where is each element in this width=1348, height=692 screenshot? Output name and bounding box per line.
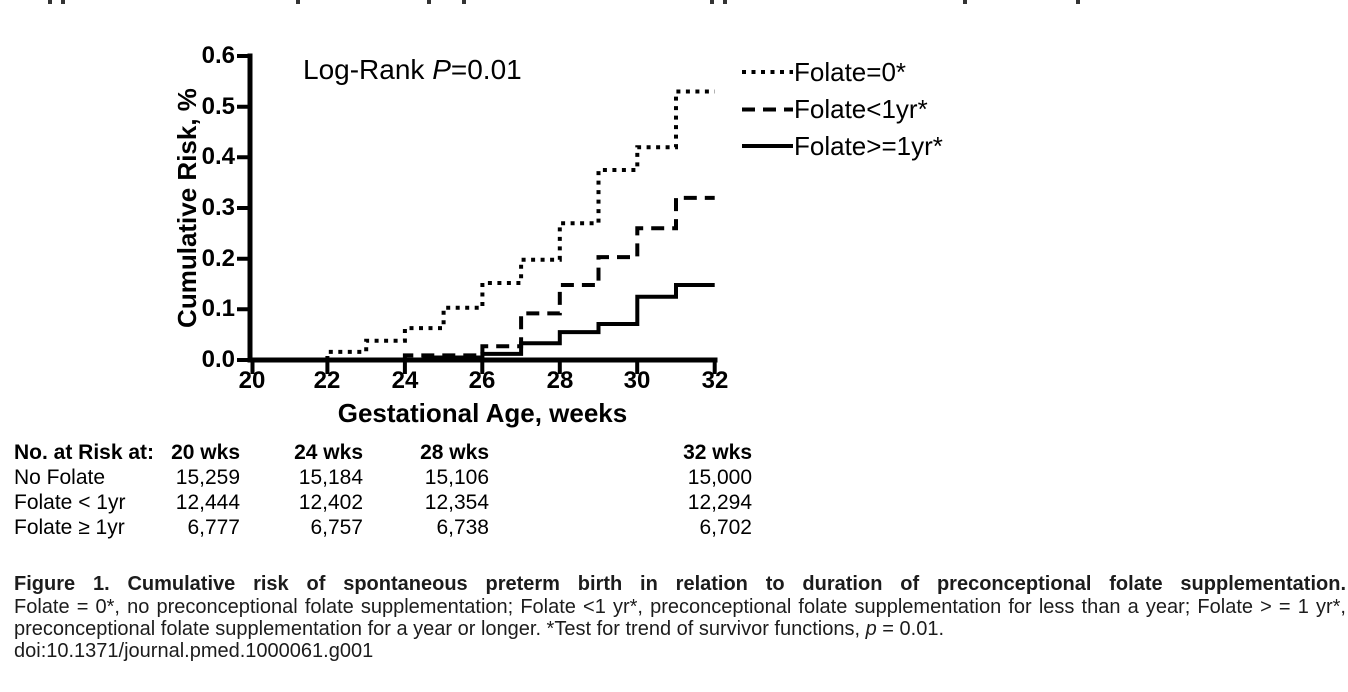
y-tick-label: 0.4: [201, 143, 235, 170]
cropped-text-artifact: [462, 0, 466, 4]
cropped-text-artifact: [963, 0, 967, 4]
row-label: No Folate: [14, 466, 106, 489]
y-tick-label: 0.0: [201, 346, 235, 373]
series-folate-0: [325, 89, 715, 360]
risk-value: 12,402: [298, 491, 363, 514]
caption-p-symbol: p: [865, 618, 877, 640]
annotation-p-symbol: P: [432, 54, 451, 85]
annotation-text: Log-Rank: [303, 54, 433, 85]
figure-doi: doi:10.1371/journal.pmed.1000061.g001: [14, 640, 374, 662]
x-tick-label: 20: [238, 367, 266, 394]
x-tick-label: 30: [623, 367, 651, 394]
y-axis-ticks: [237, 54, 250, 362]
y-tick-label: 0.1: [201, 295, 235, 322]
series-folate-ge1yr: [422, 283, 715, 360]
figure-caption-title: Figure 1. Cumulative risk of spontaneous…: [14, 573, 1346, 595]
cropped-text-artifact: [48, 0, 52, 4]
row-label: Folate ≥ 1yr: [14, 516, 125, 539]
risk-value: 12,354: [424, 491, 489, 514]
risk-value: 6,757: [310, 516, 363, 539]
risk-table-row-no-folate: No Folate 15,259 15,184 15,106 15,000: [0, 466, 1348, 490]
risk-table-col-20wks: 20 wks: [171, 441, 240, 464]
x-axis-ticks: [250, 360, 717, 374]
risk-value: 12,294: [687, 491, 752, 514]
cropped-text-artifact: [296, 0, 300, 4]
risk-value: 6,777: [187, 516, 240, 539]
cropped-text-artifact: [1076, 0, 1080, 4]
risk-table-col-24wks: 24 wks: [294, 441, 363, 464]
x-tick-label: 24: [391, 367, 419, 394]
y-tick-label: 0.5: [201, 93, 235, 120]
cropped-text-artifact: [710, 0, 714, 4]
risk-value: 15,259: [175, 466, 240, 489]
row-label: Folate < 1yr: [14, 491, 126, 514]
cropped-text-artifact: [61, 0, 65, 4]
figure-caption-line2: Folate = 0*, no preconceptional folate s…: [14, 596, 1346, 618]
risk-value: 6,738: [436, 516, 489, 539]
risk-value: 15,184: [298, 466, 363, 489]
legend-label-folate-ge1yr: Folate>=1yr*: [794, 131, 943, 161]
risk-value: 15,106: [424, 466, 489, 489]
risk-value: 12,444: [175, 491, 240, 514]
risk-table-col-28wks: 28 wks: [420, 441, 489, 464]
caption-text: preconceptional folate supplementation f…: [14, 618, 866, 640]
risk-value: 6,702: [699, 516, 752, 539]
risk-table-row-folate-ge1yr: Folate ≥ 1yr 6,777 6,757 6,738 6,702: [0, 516, 1348, 540]
risk-table-col-32wks: 32 wks: [683, 441, 752, 464]
x-tick-label: 22: [313, 367, 341, 394]
cropped-text-artifact: [723, 0, 727, 4]
y-tick-label: 0.2: [201, 245, 235, 272]
legend-label-folate-0: Folate=0*: [794, 57, 907, 87]
risk-value: 15,000: [687, 466, 752, 489]
caption-text: = 0.01.: [876, 618, 944, 640]
x-tick-label: 32: [701, 367, 729, 394]
x-axis-title: Gestational Age, weeks: [337, 398, 628, 428]
cropped-text-artifact: [427, 0, 431, 4]
risk-table-row-folate-lt1yr: Folate < 1yr 12,444 12,402 12,354 12,294: [0, 491, 1348, 515]
risk-table-title: No. at Risk at:: [14, 441, 155, 464]
figure-caption-line3: preconceptional folate supplementation f…: [14, 618, 1346, 640]
annotation-value: =0.01: [450, 54, 522, 85]
x-tick-label: 26: [468, 367, 496, 394]
x-tick-label: 28: [546, 367, 574, 394]
risk-table-header-row: No. at Risk at: 20 wks 24 wks 28 wks 32 …: [0, 441, 1348, 465]
y-tick-label: 0.3: [201, 194, 235, 221]
legend-label-folate-lt1yr: Folate<1yr*: [794, 94, 928, 124]
log-rank-annotation: Log-Rank P=0.01: [303, 55, 522, 85]
y-tick-label: 0.6: [201, 42, 235, 69]
y-axis-title: Cumulative Risk, %: [172, 88, 202, 328]
